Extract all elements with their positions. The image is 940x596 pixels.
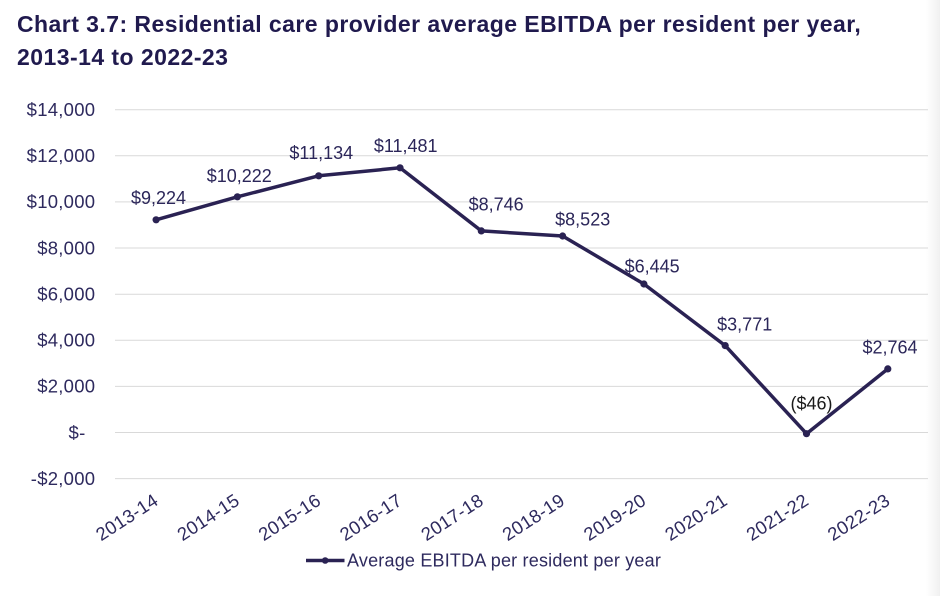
svg-text:2017-18: 2017-18	[417, 489, 487, 545]
svg-text:$2,000: $2,000	[37, 376, 95, 397]
svg-text:2020-21: 2020-21	[661, 489, 731, 545]
svg-text:$10,000: $10,000	[27, 191, 96, 212]
svg-text:2019-20: 2019-20	[580, 489, 650, 545]
svg-text:($46): ($46)	[790, 394, 832, 414]
svg-text:$8,523: $8,523	[555, 209, 610, 229]
svg-text:$14,000: $14,000	[27, 99, 96, 120]
svg-text:2018-19: 2018-19	[498, 489, 568, 545]
svg-text:$10,222: $10,222	[207, 166, 272, 186]
svg-text:$9,224: $9,224	[131, 188, 186, 208]
svg-text:2022-23: 2022-23	[824, 489, 894, 545]
svg-text:$6,000: $6,000	[37, 284, 95, 305]
svg-text:-$2,000: -$2,000	[31, 468, 96, 489]
svg-text:$12,000: $12,000	[27, 145, 96, 166]
svg-text:$2,764: $2,764	[862, 338, 917, 358]
svg-text:2021-22: 2021-22	[742, 489, 812, 545]
svg-text:$4,000: $4,000	[37, 330, 95, 351]
svg-text:2013-14: 2013-14	[92, 489, 162, 545]
svg-text:$8,000: $8,000	[37, 237, 95, 258]
svg-text:2016-17: 2016-17	[336, 489, 406, 545]
svg-text:$8,746: $8,746	[469, 195, 524, 215]
svg-text:$11,134: $11,134	[289, 143, 353, 163]
svg-text:$-: $-	[69, 422, 86, 443]
svg-text:$6,445: $6,445	[625, 257, 680, 277]
svg-text:2014-15: 2014-15	[173, 489, 243, 545]
svg-text:2015-16: 2015-16	[255, 489, 325, 545]
svg-text:$11,481: $11,481	[374, 136, 438, 156]
svg-text:Average EBITDA per resident pe: Average EBITDA per resident per year	[347, 551, 661, 571]
svg-text:$3,771: $3,771	[717, 315, 772, 335]
